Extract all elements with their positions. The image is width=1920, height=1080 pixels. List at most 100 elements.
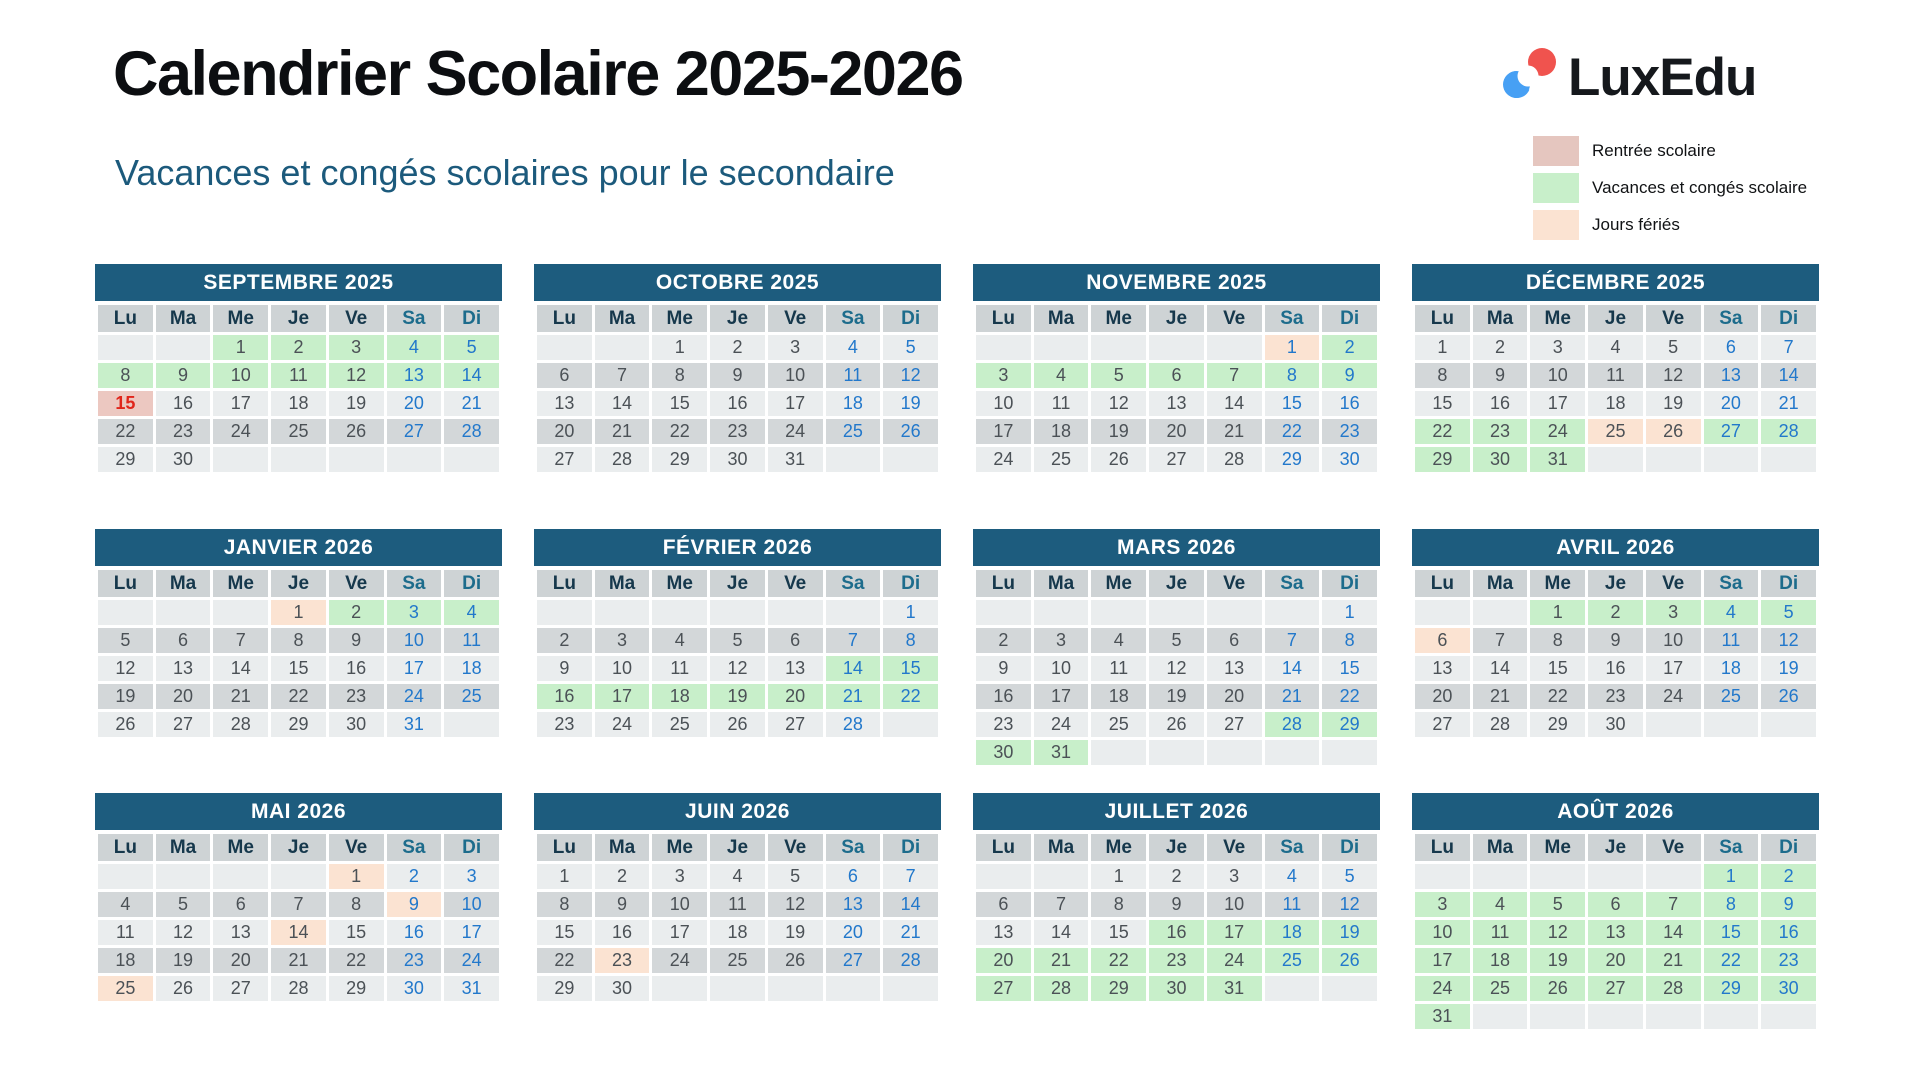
day-cell-empty [976, 864, 1031, 889]
day-cell-vacances: 22 [883, 684, 938, 709]
day-cell: 3 [594, 628, 650, 653]
week-row: 23 24 25 26 27 28 29 [976, 712, 1377, 737]
day-cell-empty [825, 600, 881, 625]
day-cell: 21 [883, 920, 938, 945]
day-header-cell: Ve [1206, 570, 1262, 597]
day-cell-empty [825, 447, 881, 472]
day-cell-empty [883, 976, 938, 1001]
month-table: Lu Ma Me Je Ve Sa Di 1 2 3 4 5 8 9 10 11 12 13 14 15 16 17 18 1… [95, 302, 502, 475]
day-cell: 25 [271, 419, 326, 444]
day-cell: 18 [1703, 656, 1759, 681]
day-cell-empty [1322, 740, 1377, 765]
month-title: DÉCEMBRE 2025 [1412, 264, 1819, 301]
day-cell: 22 [1264, 419, 1320, 444]
day-cell: 15 [1530, 656, 1586, 681]
day-cell-empty [1033, 600, 1089, 625]
day-cell: 7 [271, 892, 326, 917]
day-cell-vacances: 21 [825, 684, 881, 709]
day-cell: 14 [1761, 363, 1816, 388]
week-row: 20 21 22 23 24 25 26 [1415, 684, 1816, 709]
day-cell: 2 [1472, 335, 1528, 360]
day-header-cell: Je [1588, 305, 1643, 332]
day-cell: 18 [444, 656, 499, 681]
day-header-cell: Ve [767, 570, 823, 597]
day-cell: 19 [1761, 656, 1816, 681]
day-header-cell: Ma [594, 570, 650, 597]
month-title: MAI 2026 [95, 793, 502, 830]
day-cell-empty [1264, 600, 1320, 625]
day-cell: 24 [386, 684, 442, 709]
luxedu-logo: LuxEdu [1500, 46, 1757, 108]
month-table: Lu Ma Me Je Ve Sa Di 1 2 3 4 5 6 7 8 9 10 11 12 13 14 15 16 17 1… [95, 831, 502, 1004]
day-cell: 14 [1033, 920, 1089, 945]
day-header-cell: Sa [386, 305, 442, 332]
day-cell-empty [1645, 1004, 1701, 1029]
day-cell-vacances: 18 [1472, 948, 1528, 973]
day-header-cell: Ve [328, 305, 384, 332]
month-table: Lu Ma Me Je Ve Sa Di 1 2 3 4 5 6 7 8 9 10 11 12 13 14 15 16 17 1… [1412, 567, 1819, 740]
day-cell: 26 [98, 712, 153, 737]
day-cell-vacances: 29 [1703, 976, 1759, 1001]
day-cell-ferie: 26 [1645, 419, 1701, 444]
day-cell: 8 [1415, 363, 1470, 388]
day-cell-vacances: 6 [1588, 892, 1643, 917]
month-table: Lu Ma Me Je Ve Sa Di 1 2 3 4 5 6 7 8 9 10 11 12 13 14 15 16 17 1… [973, 831, 1380, 1004]
day-cell-vacances: 7 [1645, 892, 1701, 917]
day-cell-empty [1645, 864, 1701, 889]
day-cell-vacances: 22 [1703, 948, 1759, 973]
day-cell-empty [328, 447, 384, 472]
day-cell-vacances: 19 [1322, 920, 1377, 945]
week-row: 11 12 13 14 15 16 17 [98, 920, 499, 945]
day-cell: 2 [537, 628, 592, 653]
day-cell-vacances: 13 [1588, 920, 1643, 945]
day-header-cell: Ve [767, 305, 823, 332]
day-cell-empty [155, 864, 211, 889]
day-cell-empty [1588, 1004, 1643, 1029]
day-cell: 3 [1033, 628, 1089, 653]
day-cell: 5 [710, 628, 765, 653]
week-row: 20 21 22 23 24 25 26 [976, 948, 1377, 973]
week-row: 23 24 25 26 27 28 [537, 712, 938, 737]
day-cell: 24 [444, 948, 499, 973]
month-calendar: AVRIL 2026 Lu Ma Me Je Ve Sa Di 1 2 3 4 5 6 7 8 9 10 11 12 1… [1412, 529, 1819, 740]
day-cell: 11 [444, 628, 499, 653]
day-cell: 27 [1206, 712, 1262, 737]
day-header-cell: Ma [155, 834, 211, 861]
day-header-cell: Je [1149, 834, 1204, 861]
day-cell: 12 [1645, 363, 1701, 388]
day-cell: 20 [155, 684, 211, 709]
day-header-cell: Je [271, 570, 326, 597]
week-row: 6 7 8 9 10 11 12 [537, 363, 938, 388]
day-header-cell: Di [883, 570, 938, 597]
day-cell: 16 [1588, 656, 1643, 681]
day-cell: 28 [1206, 447, 1262, 472]
week-row: 8 9 10 11 12 13 14 [537, 892, 938, 917]
day-header-cell: Lu [976, 834, 1031, 861]
day-cell: 27 [537, 447, 592, 472]
day-cell: 28 [594, 447, 650, 472]
day-cell-empty [1033, 335, 1089, 360]
day-cell: 14 [1264, 656, 1320, 681]
day-cell-vacances: 31 [1206, 976, 1262, 1001]
week-row: 22 23 24 25 26 27 28 [1415, 419, 1816, 444]
day-cell: 14 [1206, 391, 1262, 416]
day-cell-empty [1645, 712, 1701, 737]
day-cell: 23 [155, 419, 211, 444]
day-cell: 14 [213, 656, 269, 681]
day-cell: 10 [444, 892, 499, 917]
week-row: 24 25 26 27 28 29 30 [1415, 976, 1816, 1001]
day-cell-vacances: 3 [1645, 600, 1701, 625]
day-cell-vacances: 2 [1761, 864, 1816, 889]
day-cell-vacances: 8 [1703, 892, 1759, 917]
day-cell: 20 [1415, 684, 1470, 709]
day-cell: 23 [710, 419, 765, 444]
day-cell: 19 [98, 684, 153, 709]
day-cell: 11 [1588, 363, 1643, 388]
day-cell-vacances: 21 [1033, 948, 1089, 973]
day-cell: 11 [1091, 656, 1147, 681]
day-cell-vacances: 30 [1472, 447, 1528, 472]
day-cell: 8 [652, 363, 708, 388]
day-cell: 22 [1322, 684, 1377, 709]
day-header-cell: Sa [1703, 305, 1759, 332]
day-header-cell: Lu [1415, 834, 1470, 861]
